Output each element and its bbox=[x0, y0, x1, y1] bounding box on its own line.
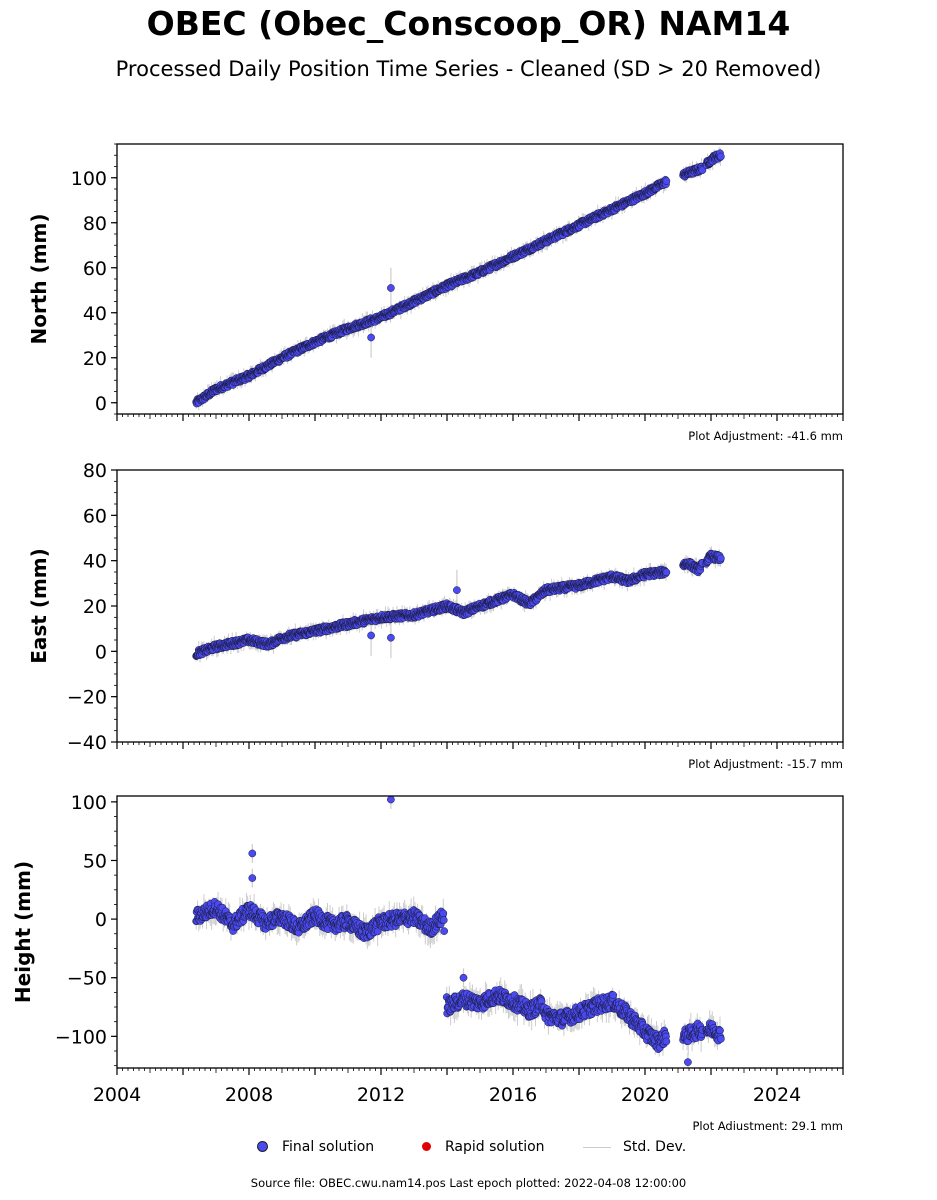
plot-frame bbox=[116, 143, 844, 415]
data-point bbox=[387, 284, 395, 292]
y-tick-label: 20 bbox=[83, 348, 107, 370]
y-tick-label: 60 bbox=[83, 505, 107, 527]
data-point bbox=[609, 991, 618, 1000]
y-tick-label: 0 bbox=[95, 393, 107, 415]
chart-title: OBEC (Obec_Conscoop_OR) NAM14 bbox=[146, 4, 791, 43]
data-layer bbox=[192, 546, 725, 663]
y-tick-label: 100 bbox=[71, 168, 107, 190]
data-point bbox=[717, 152, 725, 161]
time-series-plots: 0 20 40 60 80 100 North (mm) Plot Adjustment: -… bbox=[11, 143, 844, 1130]
data-point bbox=[453, 586, 461, 594]
y-tick-label: 40 bbox=[83, 303, 107, 325]
data-point bbox=[367, 631, 375, 640]
y-axis-label: North (mm) bbox=[27, 213, 51, 344]
data-point bbox=[439, 909, 448, 918]
data-point bbox=[698, 166, 707, 175]
data-point bbox=[440, 927, 449, 935]
y-axis-label: East (mm) bbox=[27, 548, 51, 664]
y-tick-label: 0 bbox=[95, 641, 107, 663]
y-tick-label: 40 bbox=[83, 551, 107, 573]
data-layer bbox=[192, 796, 725, 1068]
y-tick-label: −40 bbox=[67, 732, 107, 754]
data-point bbox=[439, 916, 448, 925]
y-tick-label: 80 bbox=[83, 460, 107, 482]
panel-2: −40 −20 0 20 40 60 80 East (mm) Plot Adjustment:… bbox=[27, 460, 844, 771]
data-point bbox=[387, 633, 395, 642]
y-tick-label: 60 bbox=[83, 258, 107, 280]
data-point bbox=[717, 554, 725, 563]
panel-1: 0 20 40 60 80 100 North (mm) Plot Adjustment: -… bbox=[27, 143, 844, 443]
data-layer bbox=[192, 146, 725, 411]
y-tick-label: 20 bbox=[83, 596, 107, 618]
plot-adjustment-note: Plot Adjustment: -41.6 mm bbox=[688, 429, 843, 443]
chart-subtitle: Processed Daily Position Time Series - C… bbox=[115, 57, 822, 81]
y-tick-label: −20 bbox=[67, 687, 107, 709]
data-point bbox=[662, 568, 671, 577]
plot-adjustment-note: Plot Adjustment: -15.7 mm bbox=[688, 757, 843, 771]
data-point bbox=[367, 333, 375, 342]
data-point bbox=[662, 177, 671, 185]
y-tick-label: 80 bbox=[83, 213, 107, 235]
